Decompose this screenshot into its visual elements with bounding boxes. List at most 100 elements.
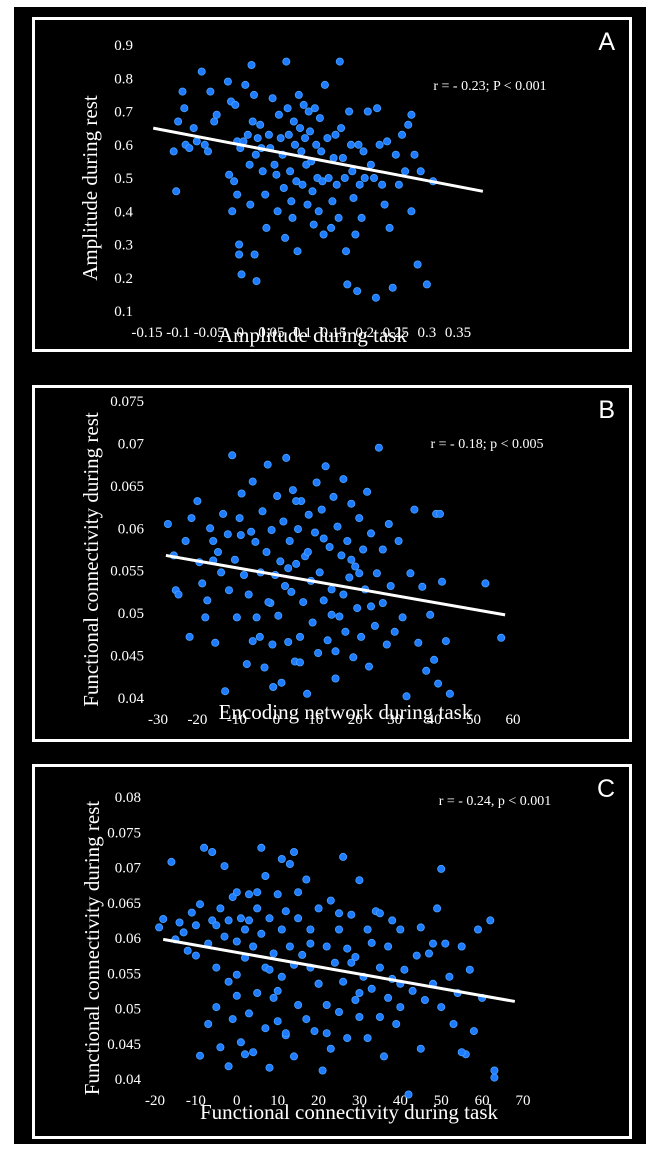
chart-c-data-point bbox=[175, 918, 184, 927]
chart-a-data-point bbox=[380, 200, 389, 209]
chart-c-data-point bbox=[224, 977, 233, 986]
chart-c-data-point bbox=[379, 1052, 388, 1061]
chart-b-data-point bbox=[299, 598, 308, 607]
chart-b-panel-label: B bbox=[598, 396, 615, 424]
chart-c-data-point bbox=[265, 1063, 274, 1072]
chart-c-data-point bbox=[281, 1029, 290, 1038]
chart-c-data-point bbox=[224, 1062, 233, 1071]
chart-a-x-tick-label: 0.25 bbox=[383, 325, 409, 341]
chart-a-data-point bbox=[289, 117, 298, 126]
chart-b-data-point bbox=[242, 660, 251, 669]
chart-c-data-point bbox=[261, 1024, 270, 1033]
chart-b-data-point bbox=[445, 689, 454, 698]
chart-a-data-point bbox=[172, 187, 181, 196]
chart-b-data-point bbox=[269, 682, 278, 691]
chart-a-data-point bbox=[394, 180, 403, 189]
chart-c-data-point bbox=[302, 1015, 311, 1024]
chart-b-data-point bbox=[378, 545, 387, 554]
chart-c-data-point bbox=[232, 991, 241, 1000]
chart-c-y-tick-label: 0.07 bbox=[115, 861, 142, 877]
chart-b-data-point bbox=[323, 636, 332, 645]
chart-a-data-point bbox=[328, 197, 337, 206]
chart-a-data-point bbox=[416, 167, 425, 176]
chart-c-data-point bbox=[322, 1029, 331, 1038]
chart-a-x-tick-label: 0.05 bbox=[258, 325, 284, 341]
chart-c-data-point bbox=[277, 855, 286, 864]
chart-a-data-point bbox=[332, 180, 341, 189]
figure: A 0.1 0.2 0.3 0.4 0.5 0.6 0.7 0.8 0.9 -0.15 -0.1 -0.… bbox=[14, 7, 646, 1144]
chart-b-y-tick-label: 0.045 bbox=[110, 649, 144, 665]
chart-b-data-point bbox=[430, 655, 439, 664]
chart-b-data-point bbox=[363, 487, 372, 496]
scatter-plot-b: B 0.04 0.045 0.05 0.055 0.06 0.065 0.07 0.075 -30… bbox=[79, 394, 615, 728]
chart-a-data-point bbox=[341, 247, 350, 256]
chart-a-data-point bbox=[378, 180, 387, 189]
chart-b-data-point bbox=[341, 627, 350, 636]
chart-a-data-point bbox=[335, 57, 344, 66]
chart-b-data-point bbox=[287, 587, 296, 596]
chart-b-x-tick-label: 50 bbox=[466, 712, 481, 728]
chart-c-data-point bbox=[339, 977, 348, 986]
chart-a-x-tick-label: 0.3 bbox=[418, 325, 437, 341]
chart-b-data-point bbox=[347, 499, 356, 508]
chart-b-data-point bbox=[277, 678, 286, 687]
chart-b-data-point bbox=[357, 632, 366, 641]
chart-a-data-point bbox=[345, 107, 354, 116]
chart-a-data-point bbox=[371, 293, 380, 302]
chart-c-data-point bbox=[420, 995, 429, 1004]
chart-a-data-point bbox=[355, 180, 364, 189]
chart-c-data-point bbox=[322, 942, 331, 951]
chart-b-data-point bbox=[337, 551, 346, 560]
chart-c-data-point bbox=[457, 1048, 466, 1057]
chart-c-data-point bbox=[326, 1044, 335, 1053]
chart-a-data-point bbox=[268, 94, 277, 103]
chart-b-data-point bbox=[248, 637, 257, 646]
chart-a-data-point bbox=[283, 104, 292, 113]
chart-a-data-point bbox=[200, 140, 209, 149]
chart-a-data-point bbox=[203, 147, 212, 156]
chart-b-data-point bbox=[304, 510, 313, 519]
chart-c-data-point bbox=[289, 1052, 298, 1061]
chart-c-data-point bbox=[298, 950, 307, 959]
chart-c-data-point bbox=[408, 986, 417, 995]
chart-b-data-point bbox=[382, 640, 391, 649]
chart-c-data-point bbox=[212, 921, 221, 930]
chart-b-data-point bbox=[292, 559, 301, 568]
chart-b-data-point bbox=[264, 598, 273, 607]
chart-a-data-point bbox=[294, 90, 303, 99]
chart-a-data-point bbox=[304, 107, 313, 116]
chart-c-data-point bbox=[273, 986, 282, 995]
chart-c-y-tick-label: 0.06 bbox=[115, 931, 142, 947]
chart-b-data-point bbox=[390, 627, 399, 636]
chart-c-data-point bbox=[318, 1066, 327, 1075]
chart-c-data-point bbox=[236, 1038, 245, 1047]
chart-b-data-point bbox=[394, 536, 403, 545]
chart-c-data-point bbox=[244, 890, 253, 899]
chart-c-data-point bbox=[216, 904, 225, 913]
chart-a-data-point bbox=[373, 104, 382, 113]
chart-c-data-point bbox=[179, 928, 188, 937]
chart-a-data-point bbox=[288, 213, 297, 222]
chart-b-data-point bbox=[402, 692, 411, 701]
chart-a-y-tick-label: 0.2 bbox=[114, 271, 133, 287]
chart-c-data-point bbox=[412, 951, 421, 960]
chart-a-x-axis-label: Amplitude during task bbox=[218, 323, 407, 347]
chart-c-data-point bbox=[208, 848, 217, 857]
chart-b-data-point bbox=[370, 621, 379, 630]
chart-b-data-point bbox=[481, 579, 490, 588]
chart-c-data-point bbox=[388, 916, 397, 925]
chart-b-data-point bbox=[251, 537, 260, 546]
chart-c-data-point bbox=[249, 1048, 258, 1057]
chart-c-data-point bbox=[404, 1090, 413, 1099]
chart-a-data-point bbox=[346, 140, 355, 149]
chart-b-data-point bbox=[339, 590, 348, 599]
chart-c-data-point bbox=[314, 904, 323, 913]
chart-a-data-point bbox=[282, 57, 291, 66]
chart-c-data-point bbox=[167, 857, 176, 866]
chart-b-x-tick-label: -10 bbox=[227, 712, 247, 728]
chart-a-data-point bbox=[320, 80, 329, 89]
chart-b-data-point bbox=[366, 602, 375, 611]
chart-b-x-tick-label: -30 bbox=[148, 712, 168, 728]
chart-b-data-point bbox=[217, 568, 226, 577]
chart-a-data-point bbox=[197, 67, 206, 76]
